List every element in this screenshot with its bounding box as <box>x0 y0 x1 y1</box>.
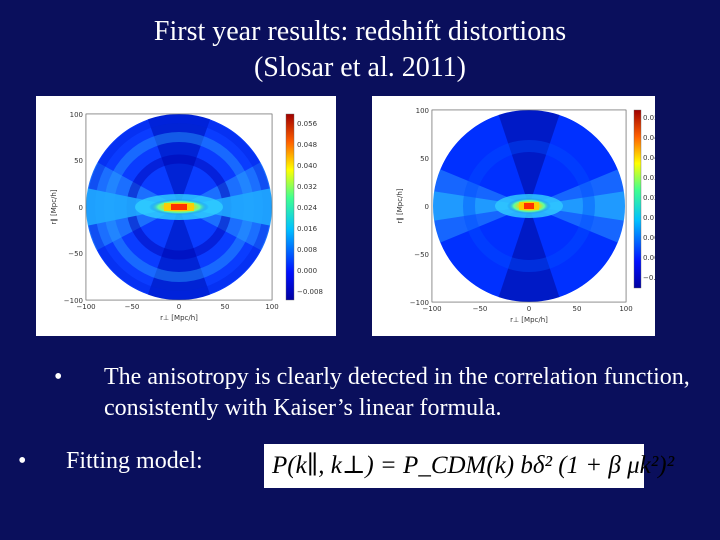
correlation-map-data-plot: −100 −50 0 50 100 r⊥ [Mpc/h] 100 50 0 −5… <box>50 111 323 322</box>
y-axis: 100 50 0 −50 −100 r∥ [Mpc/h] <box>396 107 429 307</box>
x-tick: −100 <box>76 303 95 311</box>
y-tick: 100 <box>416 107 429 115</box>
heatmap <box>432 110 626 302</box>
correlation-map-data: −100 −50 0 50 100 r⊥ [Mpc/h] 100 50 0 −5… <box>36 96 336 336</box>
correlation-map-model-plot: −100 −50 0 50 100 r⊥ [Mpc/h] 100 50 0 −5… <box>396 107 655 324</box>
bullet-symbol: • <box>54 364 63 390</box>
x-tick: −50 <box>473 305 488 313</box>
y-tick: 50 <box>74 157 83 165</box>
x-axis-label: r⊥ [Mpc/h] <box>160 314 198 322</box>
x-axis: −100 −50 0 50 100 r⊥ [Mpc/h] <box>422 305 632 324</box>
x-tick: 100 <box>619 305 632 313</box>
title-line-1: First year results: redshift distortions <box>153 16 567 47</box>
colorbar-tick: 0.024 <box>297 204 318 212</box>
colorbar-tick: −0.008 <box>643 274 655 282</box>
colorbar-tick: 0.032 <box>297 183 317 191</box>
y-tick: 0 <box>79 204 83 212</box>
x-tick: 50 <box>573 305 582 313</box>
x-axis: −100 −50 0 50 100 r⊥ [Mpc/h] <box>76 303 278 322</box>
y-tick: 0 <box>425 203 429 211</box>
colorbar: 0.056 0.048 0.040 0.032 0.024 0.016 0.00… <box>285 113 323 301</box>
colorbar-tick: 0.056 <box>297 120 318 128</box>
colorbar-tick: 0.000 <box>643 254 655 262</box>
colorbar-tick: 0.008 <box>297 246 317 254</box>
x-tick: −100 <box>422 305 441 313</box>
y-tick: −100 <box>410 299 429 307</box>
y-tick: −50 <box>68 250 83 258</box>
bullet-text: Fitting model: <box>66 448 203 474</box>
colorbar: 0.056 0.048 0.040 0.032 0.024 0.016 0.00… <box>633 109 655 289</box>
x-tick: 50 <box>221 303 230 311</box>
y-axis: 100 50 0 −50 −100 r∥ [Mpc/h] <box>50 111 83 305</box>
slide-title: First year results: redshift distortions… <box>0 14 720 86</box>
x-tick: −50 <box>125 303 140 311</box>
colorbar-tick: 0.048 <box>643 134 655 142</box>
colorbar-tick: 0.040 <box>643 154 655 162</box>
x-tick: 100 <box>265 303 278 311</box>
x-tick: 0 <box>177 303 181 311</box>
heatmap <box>86 114 272 300</box>
colorbar-tick: 0.032 <box>643 174 655 182</box>
colorbar-tick: −0.008 <box>297 288 323 296</box>
colorbar-tick: 0.056 <box>643 114 655 122</box>
bullet-symbol: • <box>18 448 27 474</box>
fitting-formula: P(k∥, k⊥) = P_CDM(k) bδ² (1 + β μk²)² <box>264 444 674 488</box>
correlation-map-model: −100 −50 0 50 100 r⊥ [Mpc/h] 100 50 0 −5… <box>372 96 655 336</box>
colorbar-tick: 0.024 <box>643 194 655 202</box>
colorbar-tick: 0.048 <box>297 141 317 149</box>
y-tick: 100 <box>70 111 83 119</box>
x-axis-label: r⊥ [Mpc/h] <box>510 316 548 324</box>
y-tick: −100 <box>64 297 83 305</box>
title-line-2: (Slosar et al. 2011) <box>253 52 467 83</box>
colorbar-tick: 0.016 <box>643 214 655 222</box>
y-axis-label: r∥ [Mpc/h] <box>396 188 404 223</box>
colorbar-tick: 0.000 <box>297 267 317 275</box>
y-tick: 50 <box>420 155 429 163</box>
colorbar-tick: 0.040 <box>297 162 317 170</box>
colorbar-tick: 0.008 <box>643 234 655 242</box>
x-tick: 0 <box>527 305 531 313</box>
bullet-text: The anisotropy is clearly detected in th… <box>104 364 690 421</box>
colorbar-tick: 0.016 <box>297 225 318 233</box>
y-tick: −50 <box>414 251 429 259</box>
y-axis-label: r∥ [Mpc/h] <box>50 189 58 224</box>
